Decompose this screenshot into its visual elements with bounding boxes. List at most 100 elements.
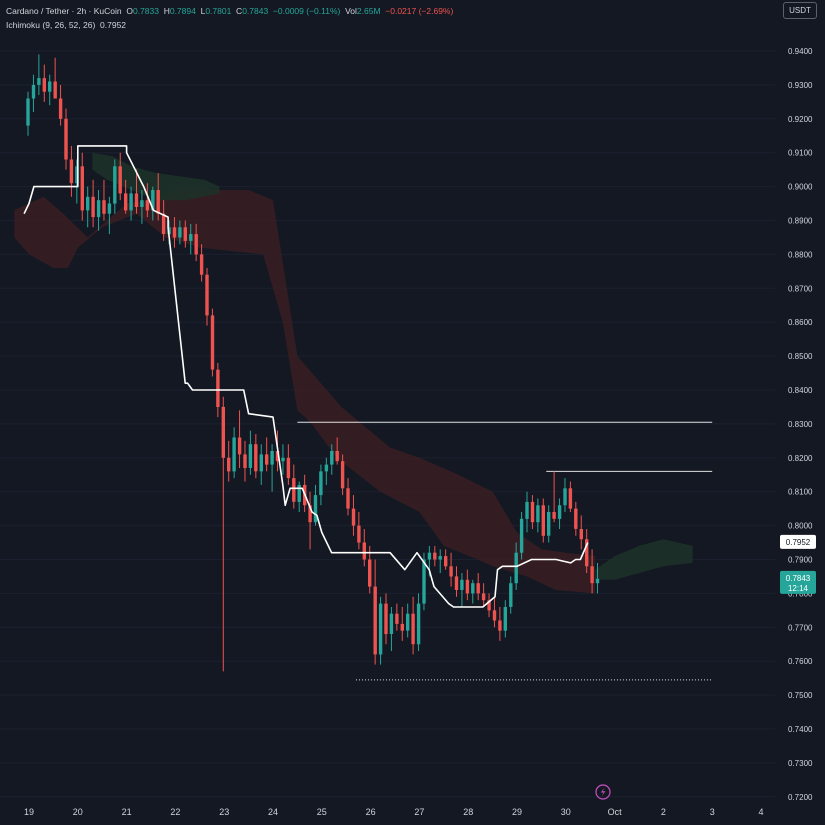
candle[interactable] [134, 193, 139, 207]
candle[interactable] [487, 600, 491, 611]
ichimoku-conversion-line[interactable] [23, 145, 589, 608]
candle[interactable] [433, 552, 437, 560]
candle[interactable] [69, 159, 74, 184]
candle[interactable] [221, 406, 225, 458]
candle[interactable] [351, 508, 356, 526]
candle[interactable] [373, 586, 377, 655]
candle[interactable] [96, 200, 101, 218]
candle[interactable] [395, 613, 399, 624]
candle[interactable] [492, 610, 497, 621]
candle[interactable] [297, 484, 301, 502]
candle[interactable] [460, 579, 464, 590]
candle[interactable] [281, 457, 285, 462]
candle[interactable] [330, 451, 334, 465]
candle[interactable] [400, 623, 404, 631]
candle[interactable] [378, 603, 383, 655]
candle[interactable] [308, 505, 312, 523]
candle[interactable] [368, 559, 372, 587]
candle[interactable] [346, 488, 350, 509]
candle[interactable] [465, 579, 470, 594]
candle[interactable] [227, 457, 231, 472]
candle[interactable] [313, 495, 318, 523]
candle[interactable] [265, 454, 269, 465]
candle[interactable] [547, 512, 551, 536]
candle[interactable] [156, 190, 160, 214]
candle[interactable] [42, 78, 46, 92]
candle[interactable] [172, 227, 177, 238]
candle[interactable] [595, 578, 600, 584]
candle[interactable] [357, 525, 361, 543]
candle[interactable] [476, 583, 480, 594]
candle[interactable] [107, 203, 112, 214]
candle[interactable] [248, 444, 253, 468]
candle[interactable] [102, 200, 106, 214]
candle[interactable] [118, 166, 122, 194]
candle[interactable] [161, 213, 166, 234]
candle[interactable] [422, 559, 426, 604]
candle[interactable] [183, 227, 187, 241]
candle[interactable] [362, 542, 366, 560]
candle[interactable] [216, 369, 220, 407]
candle[interactable] [481, 593, 486, 601]
candle[interactable] [259, 454, 263, 472]
candle[interactable] [151, 190, 155, 211]
candle[interactable] [53, 81, 57, 99]
candle[interactable] [58, 98, 63, 119]
candle[interactable] [194, 234, 198, 255]
candle[interactable] [519, 518, 524, 553]
candle[interactable] [91, 196, 95, 218]
candle[interactable] [503, 607, 507, 631]
candle[interactable] [254, 444, 258, 472]
candle[interactable] [568, 488, 573, 509]
candle[interactable] [427, 552, 432, 560]
candle[interactable] [64, 118, 68, 160]
candle[interactable] [530, 501, 535, 523]
candle[interactable] [324, 464, 329, 472]
indicator-row[interactable]: Ichimoku (9, 26, 52, 26) 0.7952 [6, 18, 453, 32]
candle[interactable] [26, 98, 30, 126]
candle[interactable] [471, 583, 475, 594]
candle[interactable] [406, 613, 410, 631]
candle[interactable] [178, 227, 182, 238]
candle[interactable] [438, 556, 442, 560]
candle[interactable] [525, 501, 529, 519]
candle[interactable] [124, 193, 128, 211]
indicator-title[interactable]: Ichimoku (9, 26, 52, 26) [6, 20, 96, 30]
candle[interactable] [411, 613, 415, 645]
candle[interactable] [541, 505, 545, 536]
candle[interactable] [536, 505, 540, 523]
candle[interactable] [31, 84, 36, 99]
candle[interactable] [384, 603, 388, 635]
candle[interactable] [292, 478, 296, 502]
candle[interactable] [80, 166, 84, 211]
candle[interactable] [113, 166, 117, 204]
candle[interactable] [86, 196, 90, 211]
candle[interactable] [205, 274, 209, 316]
candle[interactable] [232, 437, 236, 472]
candle[interactable] [444, 556, 448, 567]
candle[interactable] [243, 454, 247, 468]
lightning-icon[interactable] [595, 784, 611, 800]
candle[interactable] [335, 451, 339, 462]
candle[interactable] [199, 254, 204, 275]
candle[interactable] [129, 193, 133, 211]
candle[interactable] [416, 603, 421, 645]
candle[interactable] [509, 583, 513, 607]
candle[interactable] [270, 451, 274, 465]
candle[interactable] [579, 529, 583, 540]
candle[interactable] [319, 471, 323, 496]
candle[interactable] [37, 78, 41, 85]
candle[interactable] [145, 200, 150, 211]
candle[interactable] [340, 461, 345, 489]
candle[interactable] [140, 200, 144, 207]
candle[interactable] [454, 576, 459, 590]
candle[interactable] [275, 451, 280, 462]
candle[interactable] [210, 315, 215, 370]
candle[interactable] [48, 81, 52, 92]
candle[interactable] [552, 512, 556, 519]
candle[interactable] [449, 566, 453, 577]
candle[interactable] [557, 505, 562, 519]
candle[interactable] [286, 457, 291, 479]
